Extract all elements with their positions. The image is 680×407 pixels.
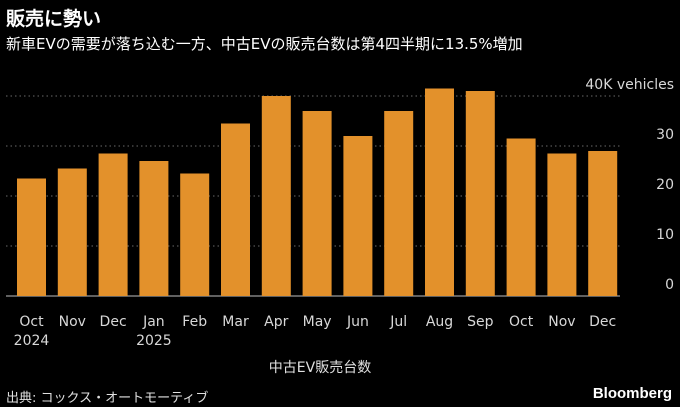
chart-title: 販売に勢い: [6, 8, 102, 30]
bar: [506, 138, 536, 296]
bloomberg-logo: Bloomberg: [592, 385, 672, 402]
bar: [180, 173, 210, 296]
y-tick-label: 10: [656, 227, 674, 243]
bar: [465, 91, 495, 296]
bars: [17, 88, 618, 296]
x-tick-label: Jun: [346, 314, 369, 330]
x-tick-label: Oct: [509, 314, 534, 330]
x-tick-label: Oct: [19, 314, 44, 330]
x-tick-label: Apr: [264, 314, 288, 330]
y-tick-label: 0: [665, 277, 674, 293]
x-tick-label: Nov: [59, 314, 86, 330]
bar: [261, 96, 291, 296]
x-tick-label: Jul: [389, 314, 407, 330]
bar: [302, 111, 332, 296]
bar: [384, 111, 414, 296]
x-tick-label: Dec: [589, 314, 616, 330]
source-note: 出典: コックス・オートモーティブ: [6, 391, 209, 406]
y-axis-ticks: 0 10 20 30 40K vehicles: [585, 77, 674, 293]
bar: [221, 123, 250, 296]
y-tick-label: 40K vehicles: [585, 77, 674, 93]
bar: [343, 136, 373, 296]
x-tick-label: Sep: [467, 314, 494, 330]
bar: [425, 88, 454, 296]
x-tick-label: Nov: [548, 314, 575, 330]
x-axis-label: 中古EV販売台数: [268, 360, 372, 376]
x-tick-label: Dec: [100, 314, 127, 330]
x-year-label: 2025: [136, 333, 172, 349]
bar: [57, 168, 87, 296]
x-year-label: 2024: [14, 333, 50, 349]
bar: [588, 151, 618, 296]
bar: [547, 153, 577, 296]
x-tick-label: Feb: [182, 314, 207, 330]
x-tick-label: Jan: [142, 314, 165, 330]
x-axis-ticks: Oct 2024 Nov Dec Jan 2025 Feb Mar Apr May Jun Jul Au…: [14, 314, 617, 349]
chart-subtitle: 新車EVの需要が落ち込む一方、中古EVの販売台数は第4四半期に13.5%増加: [6, 35, 523, 53]
x-tick-label: Mar: [222, 314, 249, 330]
x-tick-label: Aug: [426, 314, 453, 330]
y-tick-label: 20: [656, 177, 674, 193]
y-tick-label: 30: [656, 127, 674, 143]
bar: [98, 153, 128, 296]
bar: [139, 161, 169, 296]
x-tick-label: May: [303, 314, 332, 330]
bar: [17, 178, 46, 296]
